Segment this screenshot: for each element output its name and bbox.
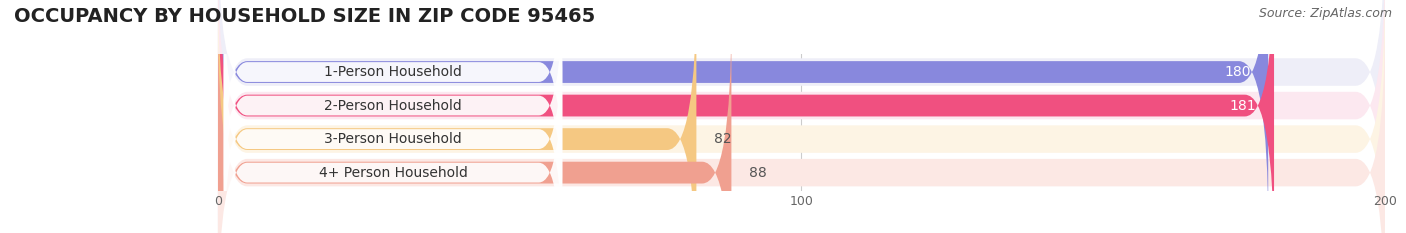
Text: 1-Person Household: 1-Person Household [323, 65, 463, 79]
Text: 2-Person Household: 2-Person Household [325, 99, 461, 113]
Text: 4+ Person Household: 4+ Person Household [319, 166, 467, 180]
FancyBboxPatch shape [224, 15, 562, 233]
FancyBboxPatch shape [218, 0, 1274, 233]
FancyBboxPatch shape [218, 0, 696, 233]
FancyBboxPatch shape [224, 0, 562, 230]
Text: 181: 181 [1230, 99, 1257, 113]
Text: Source: ZipAtlas.com: Source: ZipAtlas.com [1258, 7, 1392, 20]
Text: 180: 180 [1225, 65, 1251, 79]
FancyBboxPatch shape [218, 0, 1385, 233]
Text: 88: 88 [749, 166, 766, 180]
FancyBboxPatch shape [224, 0, 562, 196]
FancyBboxPatch shape [224, 48, 562, 233]
FancyBboxPatch shape [218, 0, 1385, 226]
FancyBboxPatch shape [218, 16, 731, 233]
FancyBboxPatch shape [218, 0, 1268, 229]
Text: 3-Person Household: 3-Person Household [325, 132, 461, 146]
FancyBboxPatch shape [218, 19, 1385, 233]
Text: 82: 82 [714, 132, 731, 146]
Text: OCCUPANCY BY HOUSEHOLD SIZE IN ZIP CODE 95465: OCCUPANCY BY HOUSEHOLD SIZE IN ZIP CODE … [14, 7, 595, 26]
FancyBboxPatch shape [218, 0, 1385, 233]
